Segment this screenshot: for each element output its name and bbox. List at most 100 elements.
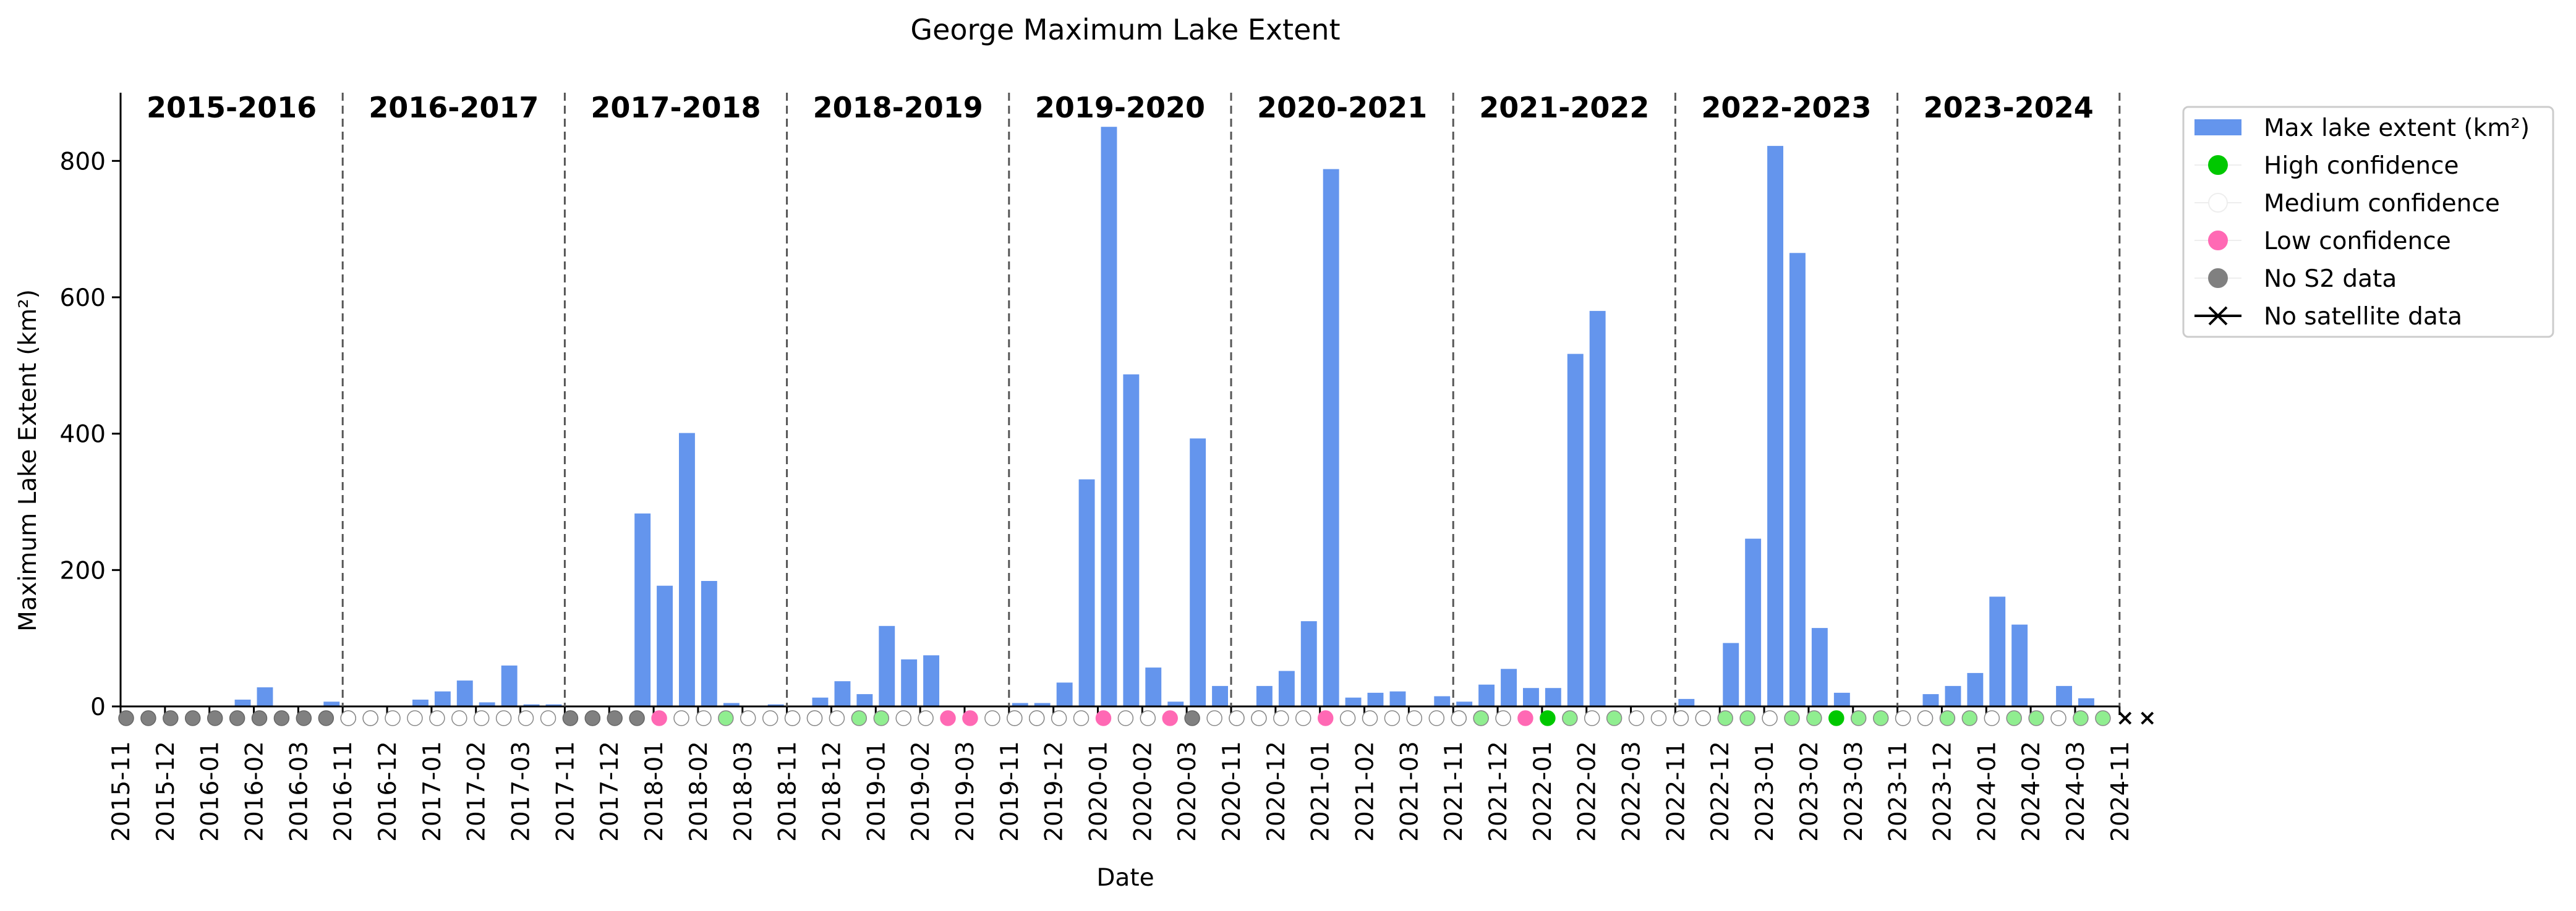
legend-nodata-marker (2208, 268, 2228, 288)
marker-2023-2024-6 (2028, 710, 2044, 726)
bar-2019-2020-2 (1034, 703, 1051, 706)
marker-2018-2019-5 (895, 710, 911, 726)
bar-2015-2016-6 (234, 700, 251, 706)
x-tick-label-2023-01: 2023-01 (1751, 741, 1779, 842)
marker-2019-2020-2 (1051, 710, 1067, 726)
marker-2016-2017-0 (340, 710, 356, 726)
x-tick-label-2016-03: 2016-03 (285, 741, 313, 842)
legend-high-label: High confidence (2264, 152, 2459, 180)
x-tick-label-2021-03: 2021-03 (1396, 741, 1423, 842)
bar-2016-2017-8 (501, 665, 518, 706)
marker-2023-2024-7 (2050, 710, 2066, 726)
marker-2019-2020-5 (1117, 710, 1134, 726)
marker-2019-2020-0 (1007, 710, 1023, 726)
marker-2020-2021-7 (1384, 710, 1401, 726)
marker-2016-2017-7 (495, 710, 512, 726)
x-tick-label-2016-01: 2016-01 (197, 741, 224, 842)
bar-2021-2022-4 (1523, 688, 1539, 706)
x-tick-label-2019-03: 2019-03 (952, 741, 979, 842)
marker-2021-2022-0 (1451, 710, 1467, 726)
x-tick-label-2018-02: 2018-02 (685, 741, 713, 842)
legend-medium-label: Medium confidence (2264, 190, 2500, 218)
chart-title: George Maximum Lake Extent (910, 13, 1340, 46)
bar-2021-2022-5 (1545, 688, 1561, 706)
marker-2019-2020-6 (1140, 710, 1156, 726)
marker-2015-2016-1 (140, 710, 156, 726)
marker-2018-2019-0 (784, 710, 801, 726)
marker-2018-2019-9 (984, 710, 1000, 726)
x-tick-label-2018-11: 2018-11 (774, 741, 802, 842)
marker-2020-2021-4 (1317, 710, 1334, 726)
legend-bar-label: Max lake extent (km²) (2264, 114, 2530, 142)
x-tick-label-2023-12: 2023-12 (1929, 741, 1956, 842)
bar-2022-2023-6 (1789, 253, 1806, 706)
marker-2020-2021-5 (1339, 710, 1356, 726)
bar-2022-2023-3 (1723, 643, 1739, 706)
bar-2023-2024-8 (2056, 685, 2072, 706)
bar-2023-2024-3 (1945, 685, 1961, 706)
x-tick-label-2024-02: 2024-02 (2018, 741, 2045, 842)
bar-2017-2018-5 (657, 585, 673, 706)
bar-2018-2019-5 (879, 625, 895, 706)
bar-2023-2024-2 (1922, 694, 1939, 706)
marker-2018-2019-2 (829, 710, 845, 726)
bar-2021-2022-2 (1478, 684, 1495, 706)
bar-2019-2020-6 (1123, 374, 1140, 706)
bar-2018-2019-0 (767, 704, 784, 706)
marker-2022-2023-6 (1806, 710, 1822, 726)
x-tick-label-2020-01: 2020-01 (1085, 741, 1113, 842)
bar-2016-2017-10 (545, 704, 562, 706)
bar-2019-2020-4 (1078, 479, 1095, 706)
y-axis-label: Maximum Lake Extent (km²) (14, 289, 42, 632)
x-tick-label-2021-01: 2021-01 (1307, 741, 1335, 842)
marker-2023-2024-1 (1917, 710, 1934, 726)
legend-low-marker (2208, 231, 2228, 250)
bar-2020-2021-4 (1300, 621, 1317, 706)
marker-2016-2017-8 (518, 710, 534, 726)
y-tick-label-200: 200 (60, 557, 106, 585)
bar-2023-2024-9 (2078, 698, 2094, 706)
marker-2022-2023-0 (1673, 710, 1689, 726)
bar-2016-2017-4 (412, 700, 429, 706)
marker-2018-2019-7 (940, 710, 956, 726)
x-tick-label-2019-12: 2019-12 (1041, 741, 1068, 842)
bar-2019-2020-8 (1167, 701, 1184, 706)
marker-2016-2017-5 (451, 710, 467, 726)
bar-2020-2021-5 (1323, 169, 1339, 707)
marker-2023-2024-4 (1984, 710, 2000, 726)
marker-2015-2016-4 (207, 710, 223, 726)
x-tick-label-2017-03: 2017-03 (508, 741, 535, 842)
y-tick-label-0: 0 (90, 693, 106, 721)
marker-2018-2019-3 (851, 710, 868, 726)
marker-2015-2016-3 (184, 710, 201, 726)
season-label-2022-2023: 2022-2023 (1701, 91, 1871, 124)
bar-2021-2022-0 (1434, 696, 1451, 706)
bar-2020-2021-7 (1367, 692, 1384, 706)
x-tick-label-2021-12: 2021-12 (1485, 741, 1512, 842)
marker-2023-2024-11 (2141, 711, 2154, 725)
marker-2021-2022-3 (1517, 710, 1533, 726)
bar-2022-2023-1 (1678, 698, 1695, 706)
x-tick-label-2019-11: 2019-11 (996, 741, 1024, 842)
marker-2016-2017-3 (407, 710, 423, 726)
marker-2022-2023-4 (1762, 710, 1778, 726)
bar-2022-2023-8 (1833, 692, 1850, 706)
marker-2017-2018-0 (562, 710, 579, 726)
x-tick-label-2023-02: 2023-02 (1796, 741, 1823, 842)
season-label-2015-2016: 2015-2016 (147, 91, 317, 124)
x-tick-label-2018-03: 2018-03 (730, 741, 757, 842)
bar-2017-2018-7 (701, 581, 717, 706)
legend-low-label: Low confidence (2264, 227, 2451, 255)
marker-2016-2017-1 (362, 710, 378, 726)
x-tick-label-2020-11: 2020-11 (1218, 741, 1246, 842)
legend-nodata-label: No S2 data (2264, 265, 2397, 293)
bar-2021-2022-1 (1456, 701, 1473, 706)
bar-2020-2021-6 (1345, 697, 1362, 706)
marker-2021-2022-6 (1584, 710, 1600, 726)
bar-2015-2016-7 (257, 687, 273, 706)
x-tick-label-2024-03: 2024-03 (2062, 741, 2090, 842)
bar-2020-2021-8 (1389, 691, 1406, 706)
marker-2023-2024-2 (1939, 710, 1956, 726)
marker-2023-2024-10 (2118, 711, 2132, 725)
x-tick-label-2022-12: 2022-12 (1707, 741, 1734, 842)
